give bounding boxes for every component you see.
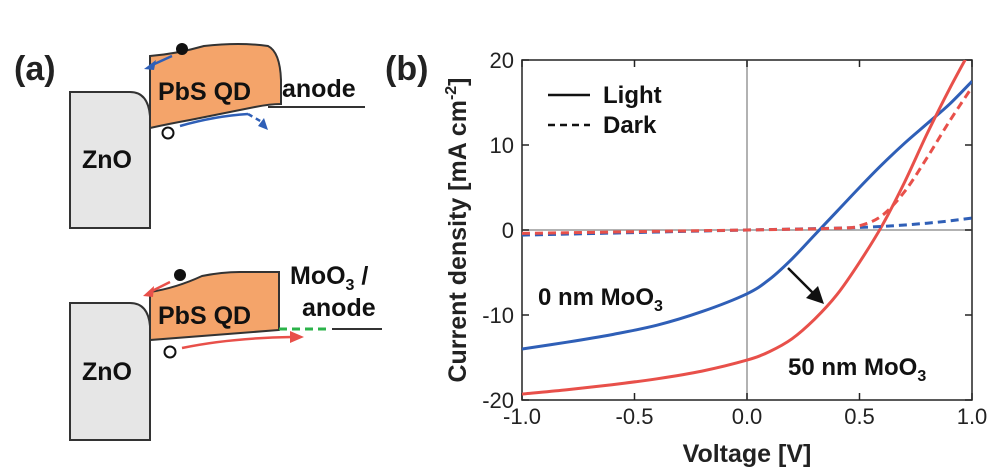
annotation-50nm: 50 nm MoO3 [788,354,926,385]
panel-b-label: (b) [385,50,428,88]
series-blue_light [522,80,972,351]
annotation-0nm: 0 nm MoO3 [538,284,663,315]
y-axis-title: Current density [mA cm-2] [443,77,472,382]
y-tick-label: 0 [502,218,514,243]
y-tick-label: 10 [490,133,514,158]
hole-top [161,126,175,140]
panel-b: (b) -1.0 -0.5 0.0 0.5 1.0 -20 -10 0 10 20 Light D… [385,48,987,468]
pbs-label-bottom: PbS QD [158,302,251,330]
electron-arrowhead-bottom [143,286,154,297]
y-tick-label: 20 [490,48,514,73]
hole-arrow-bottom [181,335,293,350]
anode-label-bottom: anode [302,294,376,322]
zno-label-top: ZnO [82,146,132,174]
panel-a: (a) ZnO PbS QD anode ZnO PbS QD MoO3 / [14,43,382,441]
x-tick-label: -0.5 [616,404,654,429]
series-red_light [522,60,967,396]
x-axis-title: Voltage [V] [683,440,812,468]
x-tick-label: 0.5 [844,404,875,429]
series-red_dark [522,86,972,235]
hole-arrow-top-dash [247,112,263,124]
moo3-label-bottom: MoO3 / [290,262,368,294]
zno-block-bottom [69,302,151,441]
band-diagram-top: ZnO PbS QD anode [69,43,365,229]
electron-arrowhead-top [144,60,156,70]
shift-arrowhead [806,286,824,304]
axis-ticks: -1.0 -0.5 0.0 0.5 1.0 -20 -10 0 10 20 [482,48,987,429]
pbs-block-bottom [149,271,280,342]
pbs-label-top: PbS QD [158,78,251,106]
x-tick-label: 0.0 [732,404,763,429]
electron-top [176,43,188,55]
x-tick-label: 1.0 [957,404,987,429]
hole-arrowhead-bottom [290,331,304,343]
hole-arrowhead-top [258,118,268,130]
legend-light-label: Light [603,82,662,109]
legend: Light Dark [548,82,662,139]
anode-label-top: anode [282,75,356,103]
electron-bottom [174,269,186,281]
series-blue_dark [522,216,972,237]
hole-arrow-top [179,112,249,128]
legend-dark-label: Dark [603,112,657,139]
y-tick-label: -20 [482,388,514,413]
zno-block-top [69,91,151,229]
zno-label-bottom: ZnO [82,358,132,386]
x-tick-label: -1.0 [503,404,541,429]
shift-arrow-shaft [787,267,817,297]
y-tick-label: -10 [482,303,514,328]
panel-a-label: (a) [14,50,56,88]
series-layer [522,60,972,396]
hole-bottom [163,345,177,359]
band-diagram-bottom: ZnO PbS QD MoO3 / anode [69,262,382,441]
pbs-block-top [149,43,282,130]
